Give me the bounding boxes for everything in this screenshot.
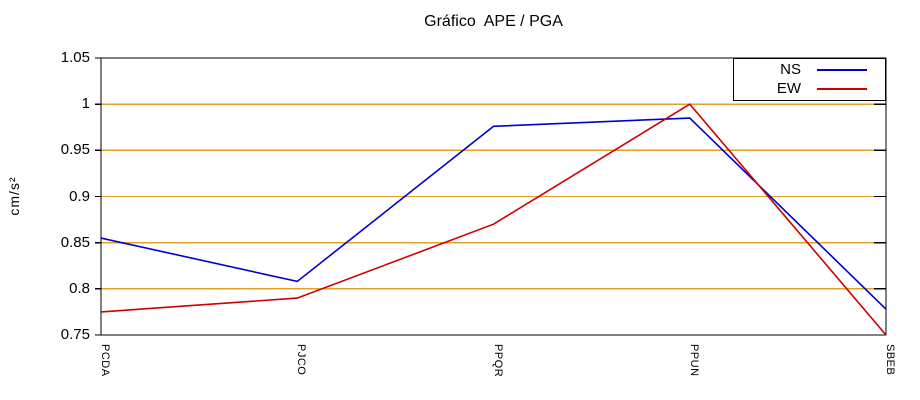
legend-label-ew: EW (776, 80, 801, 97)
series-line-EW (100, 103, 887, 336)
x-tick-label: PPUN (687, 344, 700, 377)
y-tick-label: 0.75 (60, 326, 90, 343)
legend-entry-ew: EW (734, 81, 867, 97)
chart-title: Gráfico APE / PGA (424, 13, 563, 30)
y-tick-label: 0.9 (69, 187, 90, 205)
x-tick-label: SBEB (884, 344, 896, 376)
y-tick-label: 1 (81, 95, 90, 113)
y-tick-label: 1.05 (60, 49, 90, 66)
legend: NS EW (733, 58, 886, 101)
legend-line-sample-ew (817, 88, 867, 90)
legend-label-ns: NS (780, 61, 801, 78)
y-tick-label: 0.95 (60, 141, 90, 159)
x-tick-label: PCDA (99, 344, 111, 377)
legend-line-sample-ns (817, 69, 867, 71)
x-tick-label: PPQR (491, 344, 504, 378)
series-line-NS (100, 117, 887, 310)
x-tick-label: PJCO (295, 344, 308, 376)
y-tick-label: 0.85 (60, 233, 90, 251)
y-tick-label: 0.8 (69, 279, 90, 297)
legend-entry-ns: NS (734, 62, 867, 78)
